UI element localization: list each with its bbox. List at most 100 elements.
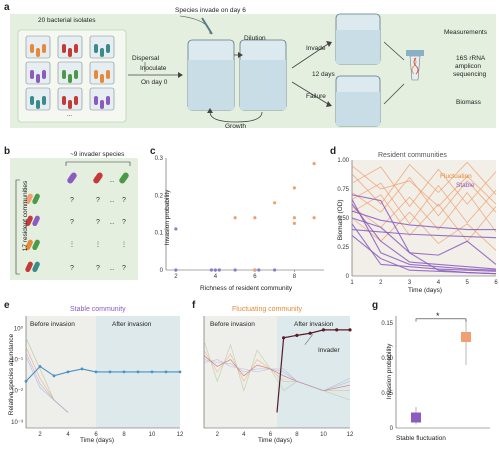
species-invade-label: Species invade on day 6 xyxy=(175,7,246,14)
panel-c-point xyxy=(253,268,257,272)
bacterium xyxy=(68,48,72,57)
panel-f-after-region xyxy=(277,316,350,428)
panel-c-xtick: 2 xyxy=(174,274,178,280)
grid-vdots: ⋮ xyxy=(121,242,127,248)
panel-e-xtick: 4 xyxy=(66,432,70,438)
invader-dots: ... xyxy=(109,178,114,184)
panel-e-main-point xyxy=(178,370,182,374)
panel-d-series-line xyxy=(351,229,497,239)
resident-bacterium xyxy=(32,239,40,251)
panel-e-main-point xyxy=(164,370,168,374)
bacterium xyxy=(74,96,78,105)
panel-e-main-point xyxy=(122,370,126,374)
bacterium xyxy=(42,70,46,79)
resident-bacterium xyxy=(32,193,40,205)
bacterium xyxy=(36,48,40,57)
panel-d-series-line xyxy=(351,203,497,270)
bacterium xyxy=(100,100,104,109)
panel-f-letter: f xyxy=(192,300,196,311)
panel-c-point xyxy=(273,201,277,205)
rrna-label: 16S rRNA xyxy=(456,55,486,62)
panel-d-series-line xyxy=(351,176,497,217)
panel-d-series-line xyxy=(351,191,497,233)
panel-a-letter: a xyxy=(4,2,10,13)
panel-g-ylabel: Invasion probability xyxy=(385,343,393,400)
bacterium xyxy=(94,70,98,79)
invader-bacterium xyxy=(119,172,129,184)
grid-question-mark: ? xyxy=(122,265,126,272)
panel-f-xlabel: Time (days) xyxy=(258,437,293,444)
panel-g-significance: * xyxy=(436,311,440,321)
grid-vdots: ⋮ xyxy=(95,242,101,248)
grid-dots: ... xyxy=(109,266,114,272)
sequencing-label: sequencing xyxy=(453,71,487,78)
measurements-label: Measurements xyxy=(444,29,487,36)
panel-c-letter: c xyxy=(150,146,156,157)
grid-question-mark: ? xyxy=(70,219,74,226)
resident-bacterium xyxy=(32,215,40,227)
bacterium xyxy=(36,74,40,83)
panel-f-before: Before invasion xyxy=(210,321,255,328)
panel-b-letter: b xyxy=(4,146,11,157)
panel-e-before-region xyxy=(26,316,96,428)
panel-c-xlabel: Richness of resident community xyxy=(200,285,293,292)
bacterium xyxy=(62,70,66,79)
isolates-ellipsis: ... xyxy=(67,112,73,118)
panel-a-illustration xyxy=(17,13,424,127)
invader-species-label: ~9 invader species xyxy=(70,151,125,158)
resident-bacterium xyxy=(25,261,33,273)
panel-c-point xyxy=(174,268,178,272)
panel-f-xtick: 12 xyxy=(347,432,354,438)
panel-d-xtick: 5 xyxy=(466,280,470,286)
panel-d-xtick: 3 xyxy=(408,280,412,286)
bacterium xyxy=(100,48,104,57)
panel-e-xtick: 6 xyxy=(94,432,98,438)
isolates-label: 20 bacterial isolates xyxy=(38,17,96,24)
bacterium xyxy=(42,96,46,105)
panel-c-point xyxy=(213,268,217,272)
panel-d-legend-fluct: Fluctuation xyxy=(440,173,472,180)
panel-c-point xyxy=(257,268,261,272)
panel-d-series-line xyxy=(351,234,497,275)
panel-d-series-line xyxy=(351,165,497,207)
panel-d-plot-bg xyxy=(352,160,496,276)
panel-c-point xyxy=(292,216,296,220)
panel-d-xlabel: Time (days) xyxy=(408,287,443,294)
panel-e-xtick: 10 xyxy=(149,432,156,438)
panel-e-before: Before invasion xyxy=(30,321,75,328)
panel-c-ytick: 0.1 xyxy=(155,231,164,237)
panel-f-title: Fluctuating community xyxy=(232,306,303,313)
panel-c-ytick: 0.2 xyxy=(155,193,164,199)
bacterium xyxy=(94,44,98,53)
panel-d-legend-stable: Stable xyxy=(456,182,475,189)
panel-c-point xyxy=(292,221,296,225)
grid-dots: ... xyxy=(109,220,114,226)
panel-e-letter: e xyxy=(4,300,10,311)
panel-c-point xyxy=(209,268,214,272)
panel-c-ytick: 0 xyxy=(160,268,164,274)
panel-d-series-line xyxy=(351,199,497,271)
resident-bacterium xyxy=(25,239,33,251)
panel-e-main-line xyxy=(25,365,180,382)
panel-f-xtick: 8 xyxy=(295,432,299,438)
panel-e-xtick: 12 xyxy=(177,432,184,438)
panel-f-xtick: 2 xyxy=(216,432,220,438)
bacterium xyxy=(30,70,34,79)
panel-f-invader-point xyxy=(282,336,286,340)
panel-e-ytick: 10⁻² xyxy=(11,389,23,395)
panel-f-invader-pointer xyxy=(304,334,314,345)
grid-vdots: ⋮ xyxy=(69,242,75,248)
panel-d-ytick: 0 xyxy=(346,274,350,280)
panel-f-xtick: 6 xyxy=(269,432,273,438)
panel-e-xlabel: Time (days) xyxy=(80,437,115,444)
grid-question-mark: ? xyxy=(96,197,100,204)
panel-e-ytick: 10⁰ xyxy=(14,325,24,332)
panel-e-xtick: 2 xyxy=(38,432,42,438)
panel-d-letter: d xyxy=(330,146,337,157)
bacterium xyxy=(106,44,110,53)
panel-d-series-line xyxy=(351,194,497,265)
